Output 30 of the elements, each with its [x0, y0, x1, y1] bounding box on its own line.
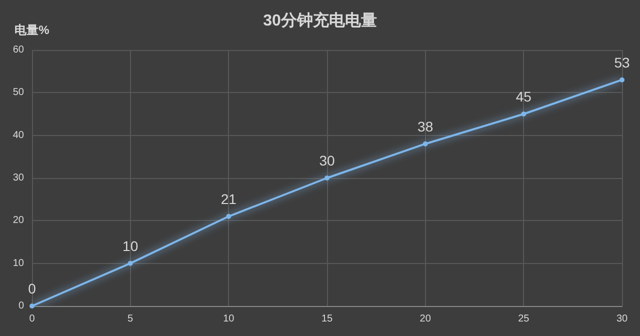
- y-axis-title: 电量%: [14, 23, 50, 37]
- y-tick-label: 60: [12, 44, 24, 56]
- point: [30, 304, 34, 308]
- data-label: 45: [516, 88, 532, 104]
- data-label: 0: [28, 280, 36, 296]
- y-tick-label: 10: [12, 258, 24, 269]
- point: [324, 176, 330, 180]
- data-label: 21: [220, 190, 237, 207]
- data-label: 10: [122, 238, 138, 254]
- point: [521, 112, 526, 116]
- x-tick-label: 10: [223, 314, 235, 324]
- x-tick-label: 20: [420, 314, 432, 324]
- y-tick-label: 40: [12, 130, 24, 141]
- chart-title: 30分钟充电电量: [263, 12, 377, 30]
- x-tick-label: 0: [29, 314, 36, 324]
- x-tick-label: 25: [518, 314, 530, 324]
- x-tick-label: 15: [321, 314, 333, 324]
- data-label: 53: [614, 54, 630, 70]
- data-label: 38: [418, 118, 434, 134]
- point: [226, 214, 232, 219]
- point: [620, 77, 624, 82]
- y-tick-label: 30: [12, 172, 24, 184]
- y-tick-label: 50: [12, 87, 24, 98]
- data-label: 30: [319, 152, 335, 168]
- x-tick-label: 30: [616, 314, 628, 324]
- y-tick-label: 0: [18, 300, 24, 312]
- y-tick-label: 20: [12, 215, 24, 226]
- point: [422, 141, 428, 146]
- x-tick-label: 5: [128, 314, 134, 324]
- point: [128, 260, 133, 266]
